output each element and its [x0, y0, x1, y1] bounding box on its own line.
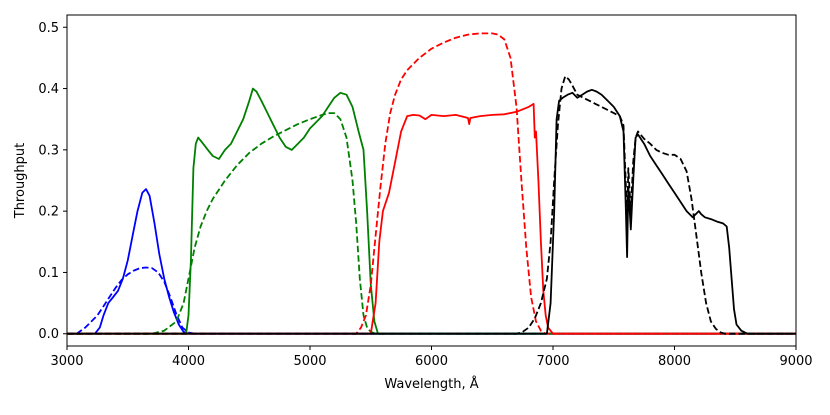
- series-line-green-solid: [67, 87, 796, 335]
- y-axis-label: Throughput: [13, 143, 28, 220]
- y-tick-label: 0.2: [38, 205, 59, 220]
- y-tick-label: 0.4: [38, 82, 59, 97]
- x-tick-label: 8000: [658, 354, 691, 369]
- series-line-red-dashed: [67, 32, 796, 335]
- x-tick-label: 5000: [293, 354, 326, 369]
- series-line-blue-dashed: [67, 266, 796, 335]
- ticks-layer: 3000 4000 5000 6000 7000 8000 9000 0.0 0.1 0.2 0.3…: [38, 21, 812, 369]
- series-layer: [67, 32, 796, 335]
- x-axis-label: Wavelength, Å: [384, 376, 478, 392]
- plot-frame: [66, 14, 797, 347]
- x-tick-label: 6000: [415, 354, 448, 369]
- y-tick-label: 0.3: [38, 143, 59, 158]
- series-line-black-solid: [67, 88, 796, 335]
- series-line-black-dashed: [67, 75, 796, 335]
- y-tick-label: 0.5: [38, 21, 59, 36]
- series-line-blue-solid: [67, 188, 796, 335]
- y-tick-label: 0.1: [38, 266, 59, 281]
- x-tick-label: 9000: [779, 354, 812, 369]
- x-tick-label: 7000: [536, 354, 569, 369]
- series-line-green-dashed: [67, 112, 796, 335]
- x-tick-label: 3000: [50, 354, 83, 369]
- y-tick-label: 0.0: [38, 327, 59, 342]
- x-tick-label: 4000: [172, 354, 205, 369]
- series-line-red-solid: [67, 103, 796, 335]
